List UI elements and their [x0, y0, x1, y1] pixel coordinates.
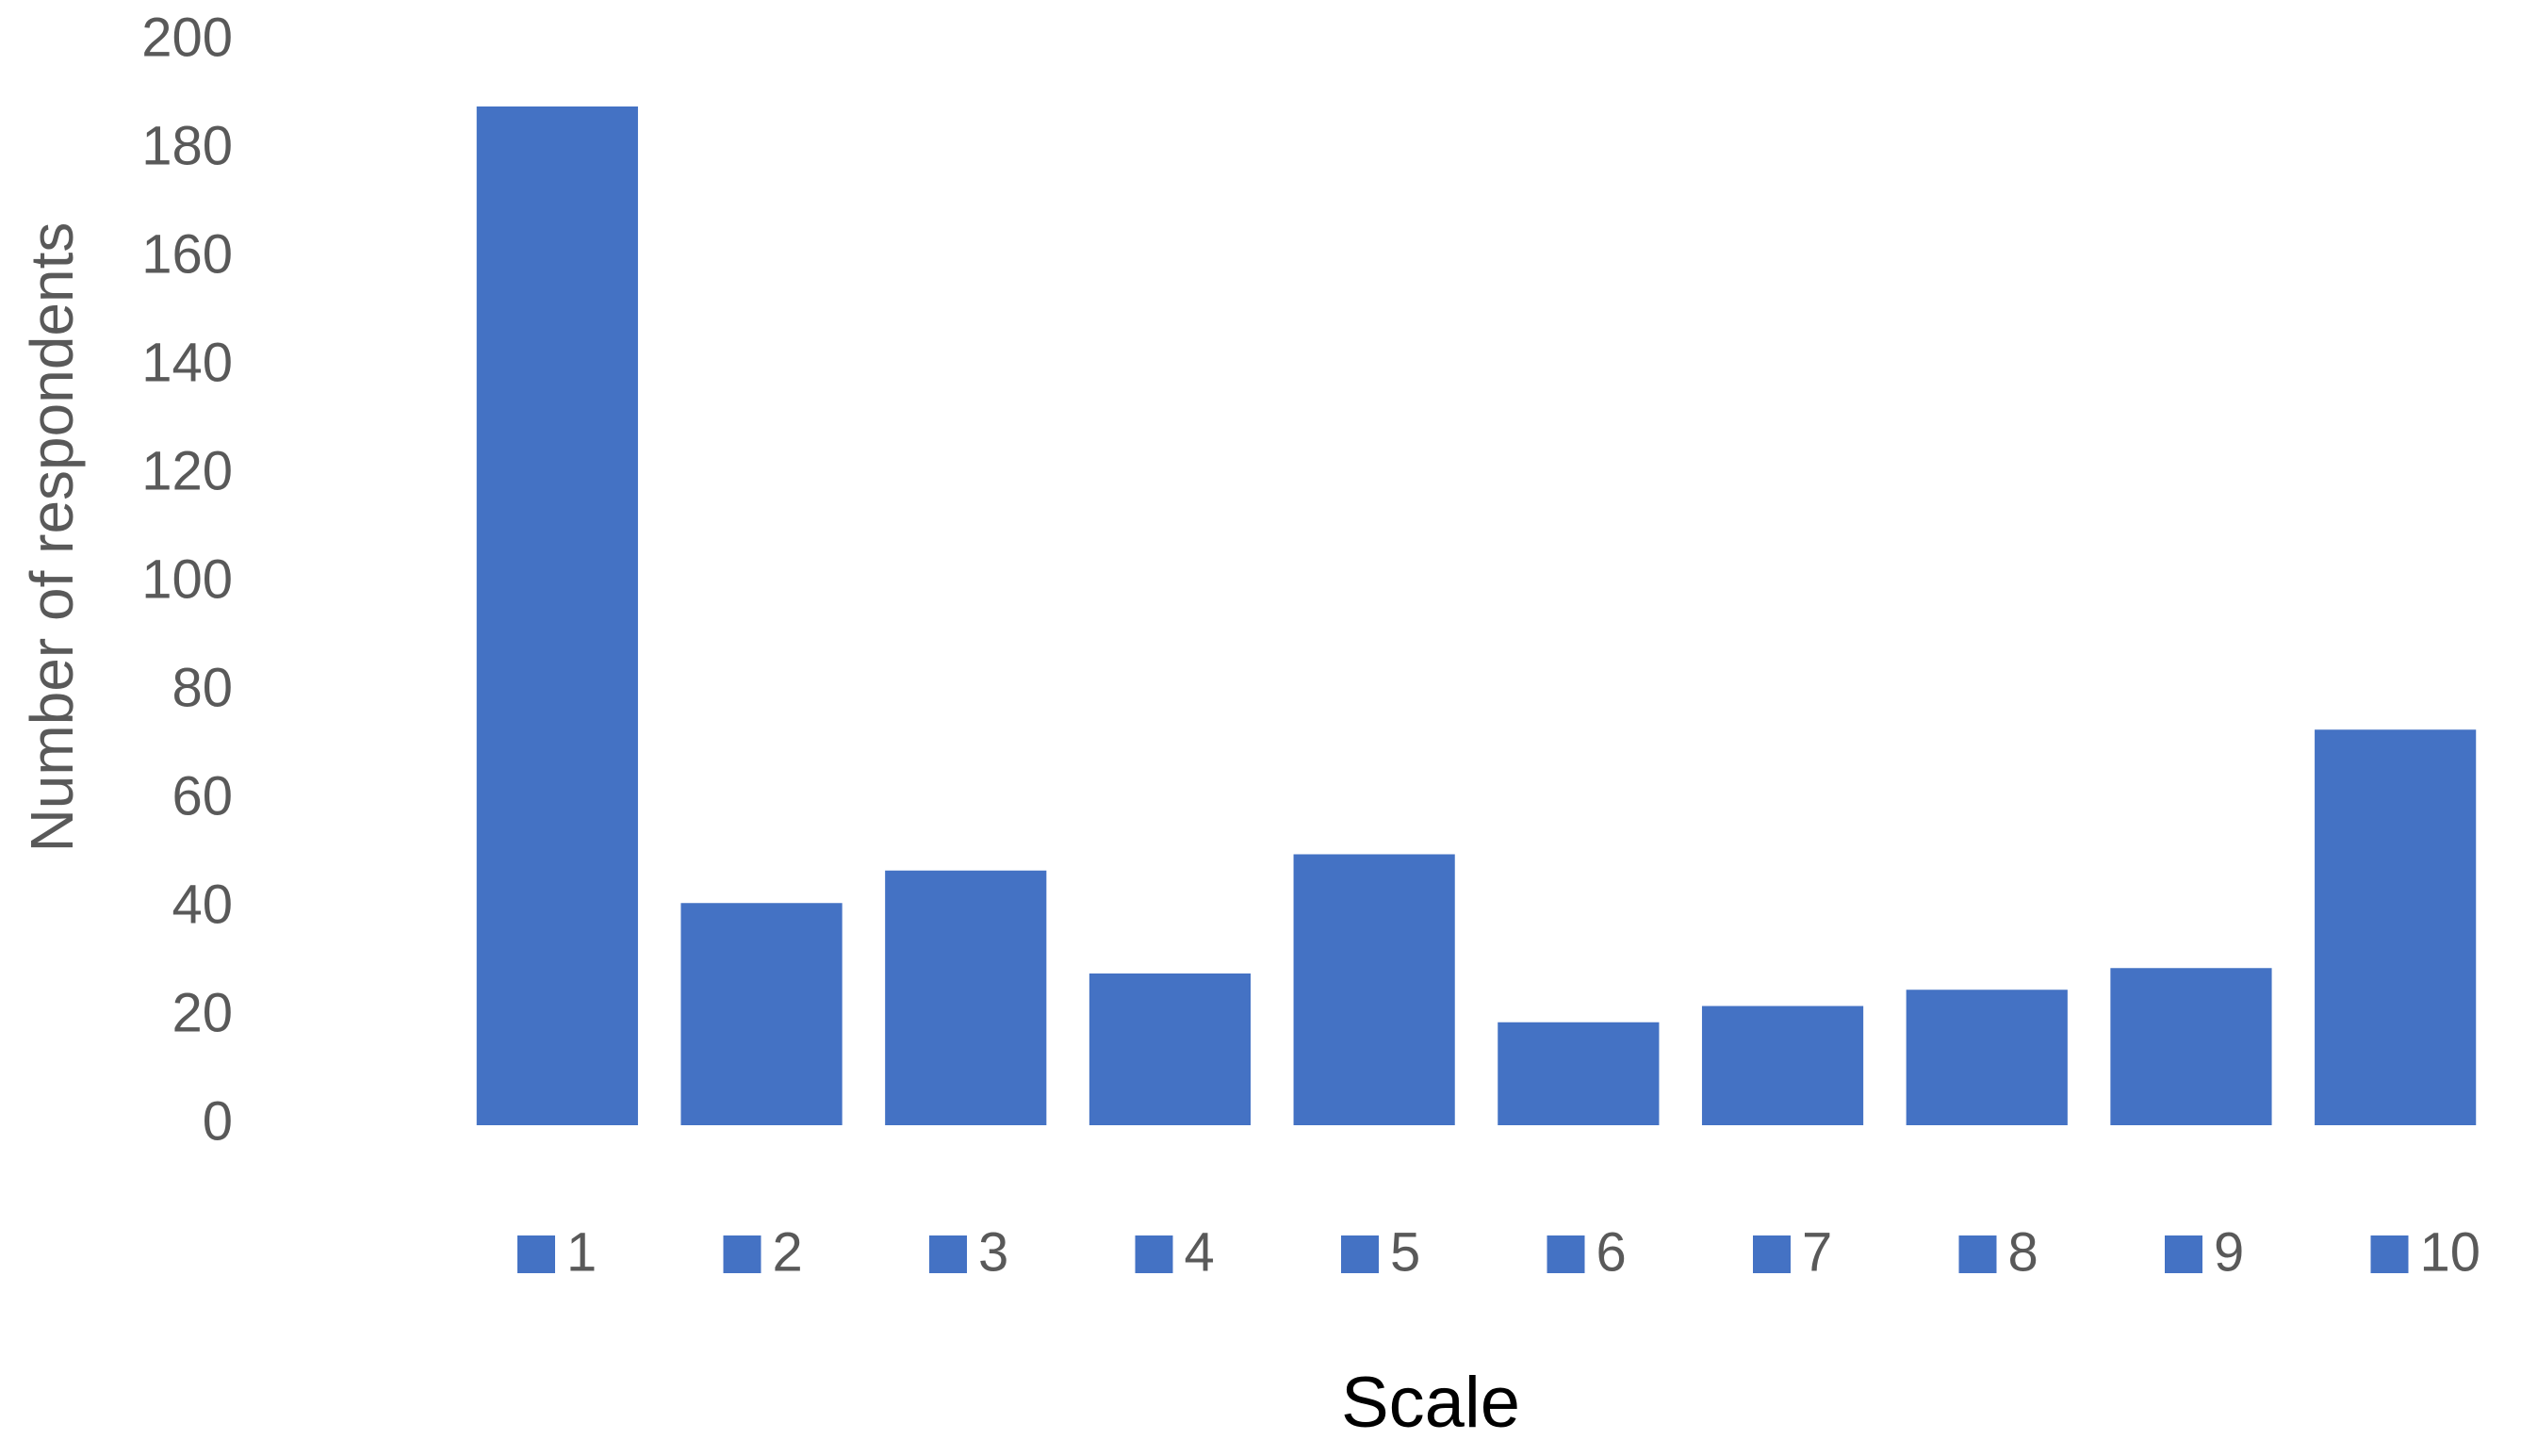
bar: [1293, 854, 1455, 1125]
legend-label: 4: [1185, 1221, 1215, 1283]
legend-label: 10: [2420, 1221, 2481, 1283]
legend-label: 5: [1390, 1221, 1420, 1283]
legend-label: 2: [773, 1221, 803, 1283]
bar: [1701, 1006, 1864, 1125]
y-tick-label: 160: [141, 223, 233, 285]
bar: [1906, 990, 2068, 1125]
legend-marker: [1135, 1235, 1173, 1273]
bar: [885, 870, 1047, 1125]
legend-label: 1: [566, 1221, 597, 1283]
legend-label: 3: [978, 1221, 1008, 1283]
y-tick-label: 60: [172, 765, 233, 826]
legend-label: 7: [1802, 1221, 1832, 1283]
bar: [1498, 1022, 1660, 1125]
legend-label: 6: [1596, 1221, 1627, 1283]
y-tick-label: 80: [172, 657, 233, 718]
legend-label: 9: [2214, 1221, 2244, 1283]
legend-marker: [1547, 1235, 1585, 1273]
bar: [680, 903, 843, 1125]
y-tick-label: 120: [141, 440, 233, 501]
legend-label: 8: [2008, 1221, 2038, 1283]
y-tick-label: 20: [172, 982, 233, 1043]
y-tick-label: 100: [141, 548, 233, 610]
bar: [1089, 973, 1252, 1125]
legend-marker: [2370, 1235, 2409, 1273]
legend-marker: [929, 1235, 967, 1273]
y-axis-title: Number of respondents: [18, 222, 86, 853]
bar: [476, 106, 638, 1125]
legend-marker: [1958, 1235, 1997, 1273]
bar: [2315, 729, 2477, 1125]
y-tick-label: 0: [203, 1090, 233, 1152]
y-tick-label: 200: [141, 7, 233, 68]
x-axis-title: Scale: [1341, 1363, 1520, 1443]
legend-marker: [2165, 1235, 2202, 1273]
legend-marker: [1753, 1235, 1791, 1273]
legend-marker: [517, 1235, 555, 1273]
legend-marker: [1341, 1235, 1379, 1273]
y-tick-label: 140: [141, 332, 233, 393]
bar: [2110, 968, 2272, 1125]
y-tick-label: 180: [141, 115, 233, 176]
y-tick-label: 40: [172, 874, 233, 935]
legend-marker: [723, 1235, 761, 1273]
